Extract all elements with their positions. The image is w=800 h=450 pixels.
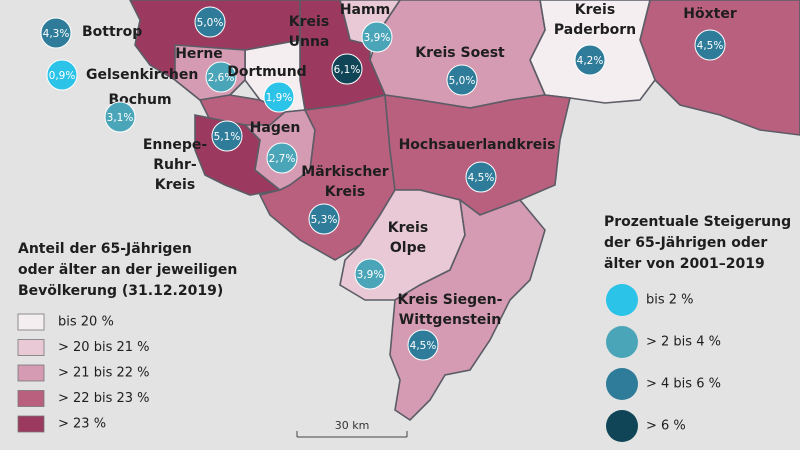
regions (129, 0, 800, 422)
region-name: Hagen (250, 120, 301, 136)
legend-item: bis 20 % (58, 315, 114, 330)
region-name: Dortmund (227, 64, 306, 80)
change-value: 2,7% (269, 153, 296, 165)
region-name: Kreis (325, 184, 365, 200)
legend-item: > 4 bis 6 % (646, 377, 721, 392)
legend-title: Anteil der 65-Jährigen (18, 241, 192, 257)
region-name: Herne (175, 46, 223, 62)
region-name: Wittgenstein (399, 312, 501, 328)
region-name: Kreis (155, 177, 195, 193)
change-value: 5,0% (197, 17, 224, 29)
change-marker (446, 64, 478, 96)
legend-title: Bevölkerung (31.12.2019) (18, 283, 223, 299)
change-value: 3,9% (357, 269, 384, 281)
region-name: Märkischer (301, 164, 388, 180)
region-name: Ennepe- (143, 137, 208, 153)
change-value: 0,9% (49, 70, 76, 82)
region-name: Kreis (388, 220, 428, 236)
change-marker (407, 329, 439, 361)
legend-swatch (606, 284, 638, 316)
region-name: Hochsauerlandkreis (399, 137, 556, 153)
legend-item: > 20 bis 21 % (58, 340, 150, 355)
legend-swatch (606, 410, 638, 442)
change-marker (465, 161, 497, 193)
legend-swatch (606, 326, 638, 358)
change-value: 3,1% (107, 112, 134, 124)
change-value: 4,2% (577, 55, 604, 67)
change-value: 4,5% (468, 172, 495, 184)
scale-label: 30 km (335, 419, 370, 432)
region-siegen (389, 198, 546, 422)
region-name: Unna (289, 34, 330, 50)
region-name: Bottrop (82, 24, 142, 40)
change-marker (331, 53, 363, 85)
region-name: Olpe (390, 240, 426, 256)
change-value: 5,1% (214, 131, 241, 143)
change-marker (205, 61, 237, 93)
labels: 5,0%Bottrop4,3%Gelsenkirchen0,9%Bochum3,… (40, 2, 737, 361)
change-value: 4,5% (697, 40, 724, 52)
legend-title: oder älter an der jeweiligen (18, 262, 237, 278)
region-name: Kreis (575, 2, 615, 18)
change-marker (694, 29, 726, 61)
region-name: Kreis Soest (415, 45, 505, 61)
legend-swatch (17, 364, 45, 382)
change-value: 1,9% (266, 92, 293, 104)
legend-title: Prozentuale Steigerung (604, 214, 791, 230)
legend-swatch (17, 339, 45, 356)
legend-title: der 65-Jährigen oder (604, 235, 767, 251)
legend-item: bis 2 % (646, 293, 694, 308)
legend-swatch (17, 313, 45, 331)
change-marker (361, 21, 393, 53)
legend-swatch (606, 368, 638, 400)
change-value: 6,1% (334, 64, 361, 76)
region-name: Hamm (340, 2, 390, 18)
legend-item: > 23 % (58, 417, 106, 432)
change-value: 5,3% (311, 214, 338, 226)
change-marker (266, 142, 298, 174)
region-name: Kreis (289, 14, 329, 30)
change-value: 4,3% (43, 28, 70, 40)
change-marker (194, 6, 226, 38)
change-marker (211, 120, 243, 152)
change-marker (40, 17, 72, 49)
region-name: Höxter (683, 6, 737, 22)
share-legend: Anteil der 65-Jährigen oder älter an der… (17, 241, 237, 433)
region-name: Gelsenkirchen (86, 67, 198, 83)
change-marker (308, 203, 340, 235)
region-name: Paderborn (554, 22, 636, 38)
change-value: 3,9% (364, 32, 391, 44)
change-legend: Prozentuale Steigerung der 65-Jährigen o… (604, 214, 791, 442)
legend-swatch (17, 390, 45, 407)
legend-swatch (17, 415, 45, 433)
legend-item: > 6 % (646, 419, 686, 434)
region-name: Ruhr- (153, 157, 197, 173)
change-value: 5,0% (449, 75, 476, 87)
change-value: 2,6% (208, 72, 235, 84)
region-name: Kreis Siegen- (398, 292, 503, 308)
change-marker (46, 59, 78, 91)
legend-item: > 21 bis 22 % (58, 366, 150, 381)
legend-title: älter von 2001–2019 (604, 256, 765, 272)
change-marker (354, 258, 386, 290)
change-marker (263, 81, 295, 113)
change-marker (574, 44, 606, 76)
change-marker (104, 101, 136, 133)
legend-item: > 22 bis 23 % (58, 391, 150, 406)
legend-item: > 2 bis 4 % (646, 335, 721, 350)
change-value: 4,5% (410, 340, 437, 352)
